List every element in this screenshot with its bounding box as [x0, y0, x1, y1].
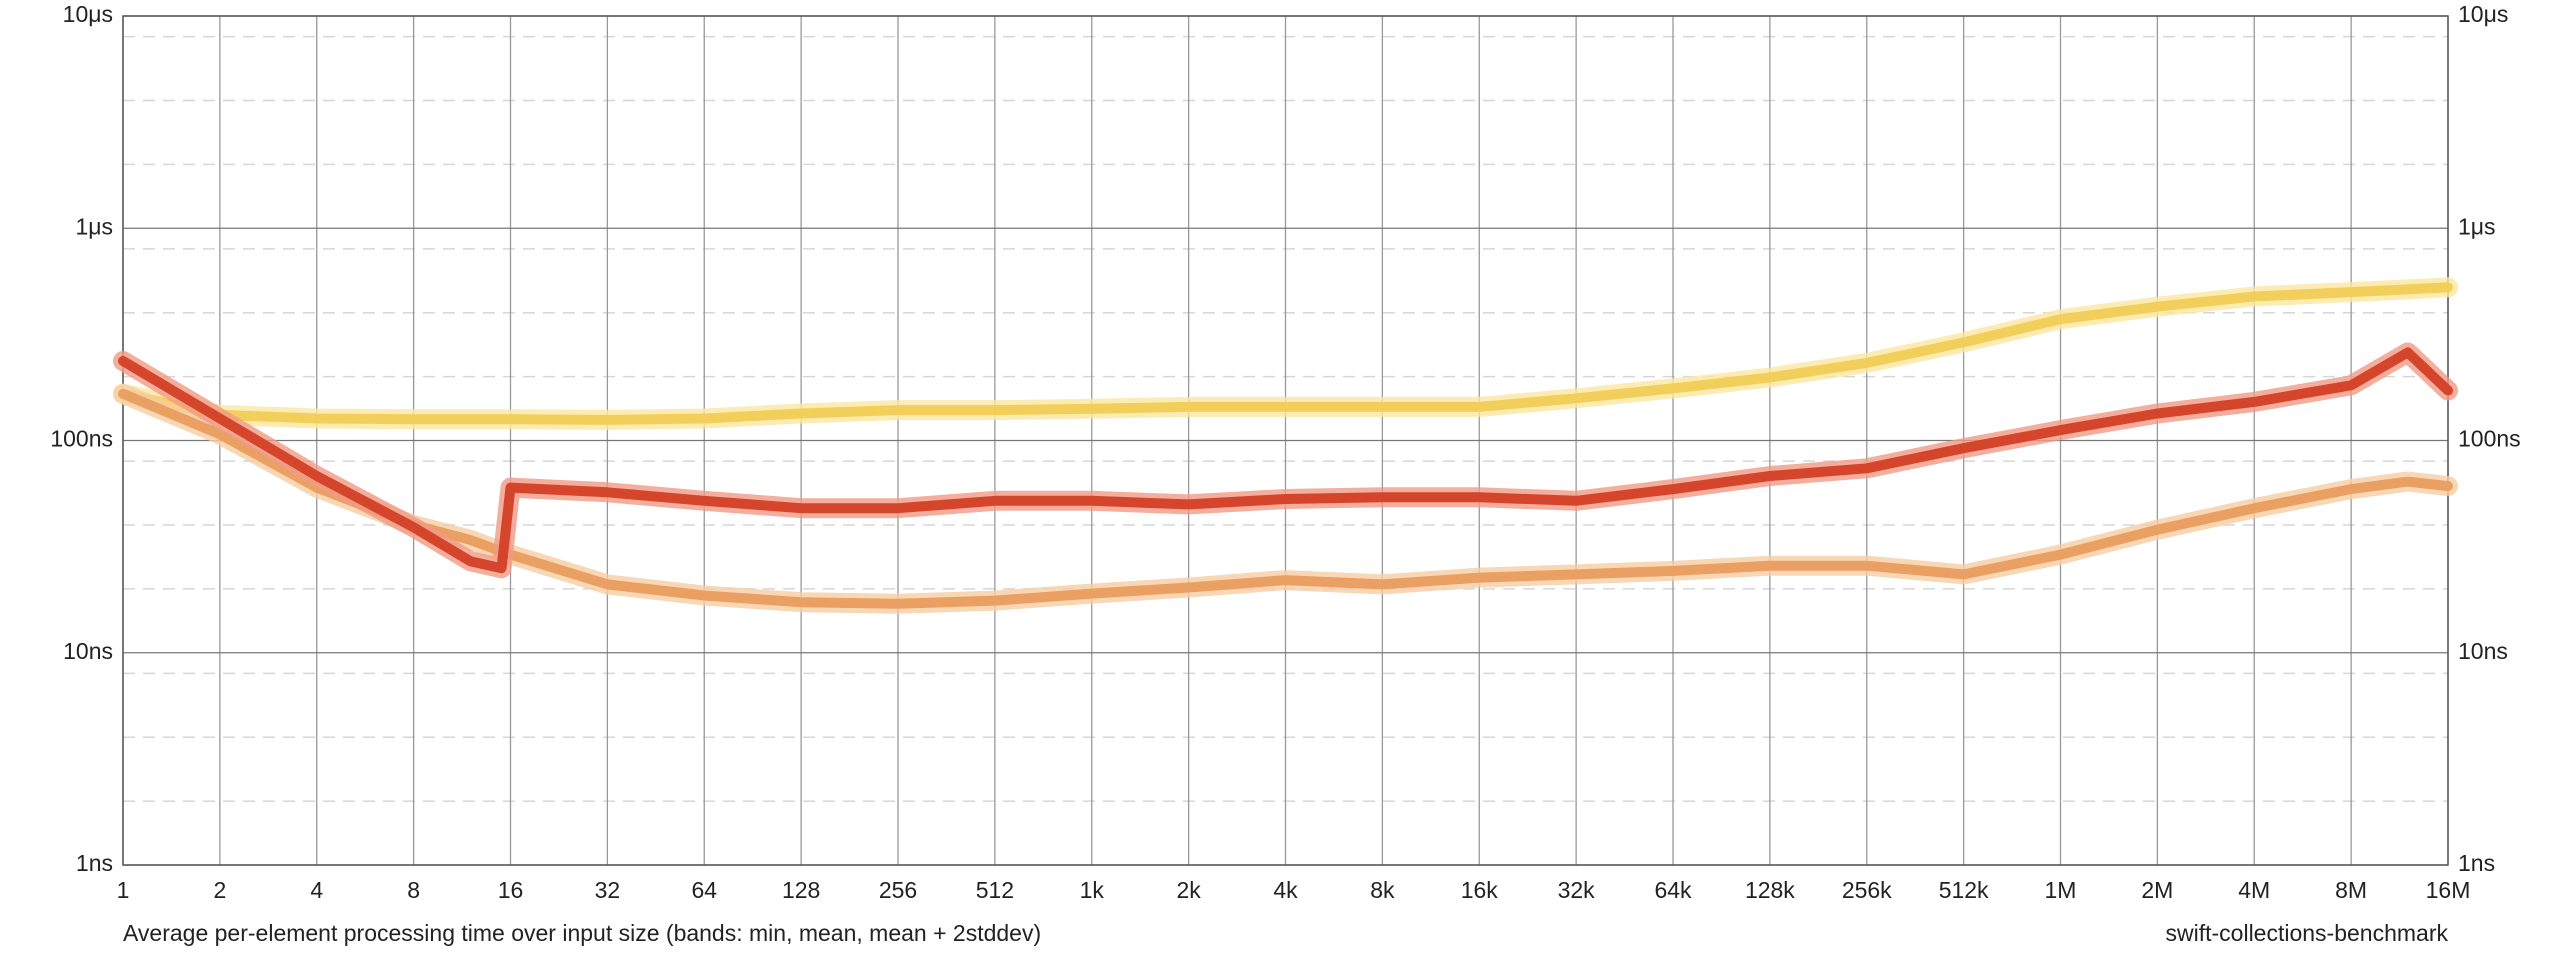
x-tick-label: 2 [213, 877, 226, 903]
x-tick-label: 128k [1745, 877, 1795, 903]
x-tick-label: 4k [1273, 877, 1298, 903]
series-line [118, 282, 2453, 425]
plot-frame [122, 15, 2449, 866]
x-tick-label: 256k [1842, 877, 1892, 903]
x-tick-label: 16k [1461, 877, 1499, 903]
x-tick-label: 8k [1370, 877, 1395, 903]
credit: swift-collections-benchmark [2166, 920, 2449, 946]
x-tick-label: 128 [782, 877, 820, 903]
x-tick-label: 4M [2238, 877, 2270, 903]
x-tick-label: 2M [2141, 877, 2173, 903]
x-tick-label: 8 [407, 877, 420, 903]
y-tick-label: 1μs [75, 213, 113, 239]
caption: Average per-element processing time over… [123, 920, 1041, 946]
x-tick-label: 2k [1176, 877, 1201, 903]
series-line [118, 347, 2453, 574]
y-tick-label: 10ns [63, 638, 113, 664]
x-tick-label: 16M [2426, 877, 2471, 903]
y-tick-label-right: 10μs [2458, 1, 2508, 27]
x-tick-label: 1 [117, 877, 130, 903]
x-tick-label: 32k [1558, 877, 1596, 903]
x-tick-label: 512 [976, 877, 1014, 903]
y-tick-label-right: 100ns [2458, 426, 2521, 452]
x-tick-label: 64k [1654, 877, 1692, 903]
y-tick-label: 1ns [76, 850, 113, 876]
x-tick-label: 256 [879, 877, 917, 903]
x-tick-label: 1k [1080, 877, 1105, 903]
x-tick-label: 4 [310, 877, 323, 903]
y-tick-label-right: 1μs [2458, 213, 2496, 239]
x-tick-label: 64 [691, 877, 717, 903]
x-tick-label: 16 [498, 877, 524, 903]
y-tick-label-right: 1ns [2458, 850, 2495, 876]
x-tick-label: 512k [1939, 877, 1989, 903]
x-tick-label: 8M [2335, 877, 2367, 903]
x-tick-label: 32 [595, 877, 621, 903]
x-tick-label: 1M [2045, 877, 2077, 903]
y-tick-label-right: 10ns [2458, 638, 2508, 664]
y-tick-label: 100ns [50, 426, 113, 452]
series-line [118, 388, 2453, 609]
y-tick-label: 10μs [63, 1, 113, 27]
